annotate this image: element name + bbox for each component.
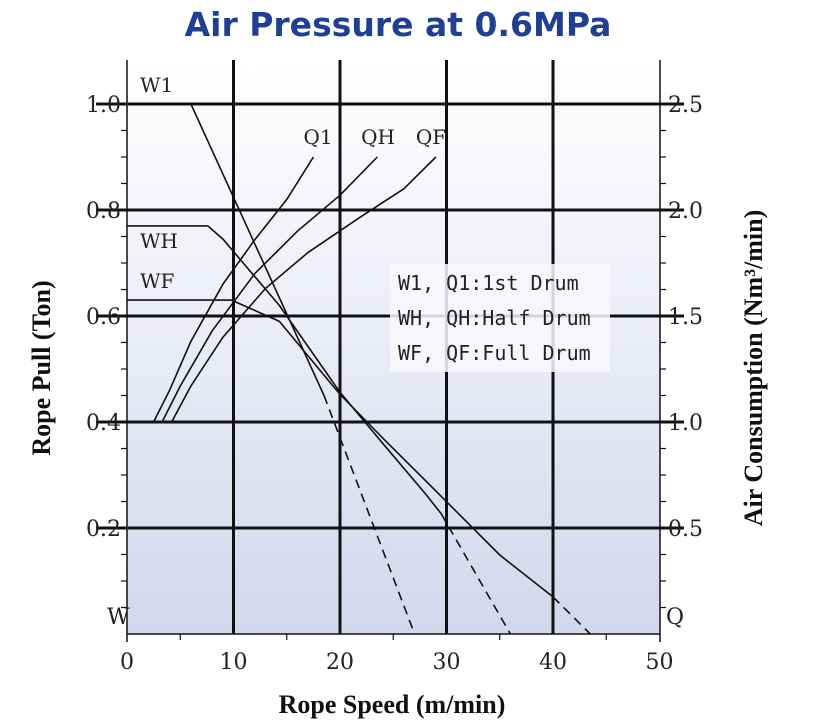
series-wh-line [127,225,442,515]
y-tick-label-left: 0.2 [86,517,121,542]
series-group: W1 WH WF Q1 QH QF [127,73,591,635]
legend-entry-2: WH, QH:Half Drum [398,306,591,330]
y-tick-label-left: 0.8 [86,199,121,224]
y-tick-label-left: 1.0 [86,93,121,118]
series-wf-dashed [552,596,591,635]
series-wf-line [127,299,554,598]
series-label-q1: Q1 [303,125,332,149]
x-tick-label: 20 [326,650,354,675]
legend-entry-3: WF, QF:Full Drum [398,341,591,365]
series-label-w1: W1 [140,73,173,97]
series-w1-line [190,103,325,396]
series-label-qh: QH [361,125,395,149]
chart-title: Air Pressure at 0.6MPa [185,5,612,44]
x-tick-label: 50 [646,650,674,675]
series-qf-line [170,156,437,423]
y-axis-title-left: Rope Pull (Ton) [27,280,56,455]
x-axis-title: Rope Speed (m/min) [279,690,506,719]
series-qh-line [161,156,378,423]
x-tick-label: 10 [220,650,248,675]
y-tick-label-right: 0.5 [668,517,703,542]
left-axis-symbol: W [107,605,130,630]
y-tick-label-left: 0.4 [86,411,121,436]
right-axis-symbol: Q [666,605,684,630]
x-tick-label: 30 [433,650,461,675]
series-label-wh: WH [140,229,178,253]
series-w1-dashed [323,395,416,635]
y-tick-label-right: 2.0 [668,199,703,224]
legend-entry-1: W1, Q1:1st Drum [398,271,579,295]
series-wh-dashed [440,513,512,635]
x-tick-label: 0 [120,650,134,675]
series-q1-line [152,156,315,423]
y-tick-label-right: 2.5 [668,93,703,118]
series-label-qf: QF [416,125,446,149]
y-tick-label-left: 0.6 [86,305,121,330]
series-label-wf: WF [140,269,175,293]
x-tick-label: 40 [539,650,567,675]
y-tick-label-right: 1.5 [668,305,703,330]
y-axis-title-right: Air Consumption (Nm³/min) [739,210,768,526]
grid: 0 10 20 30 40 50 0.2 0.4 0.6 0.8 1.0 0.5 1.0 1.5 2.0 2.… [86,60,703,675]
y-tick-label-right: 1.0 [668,411,703,436]
legend-background [390,264,610,372]
